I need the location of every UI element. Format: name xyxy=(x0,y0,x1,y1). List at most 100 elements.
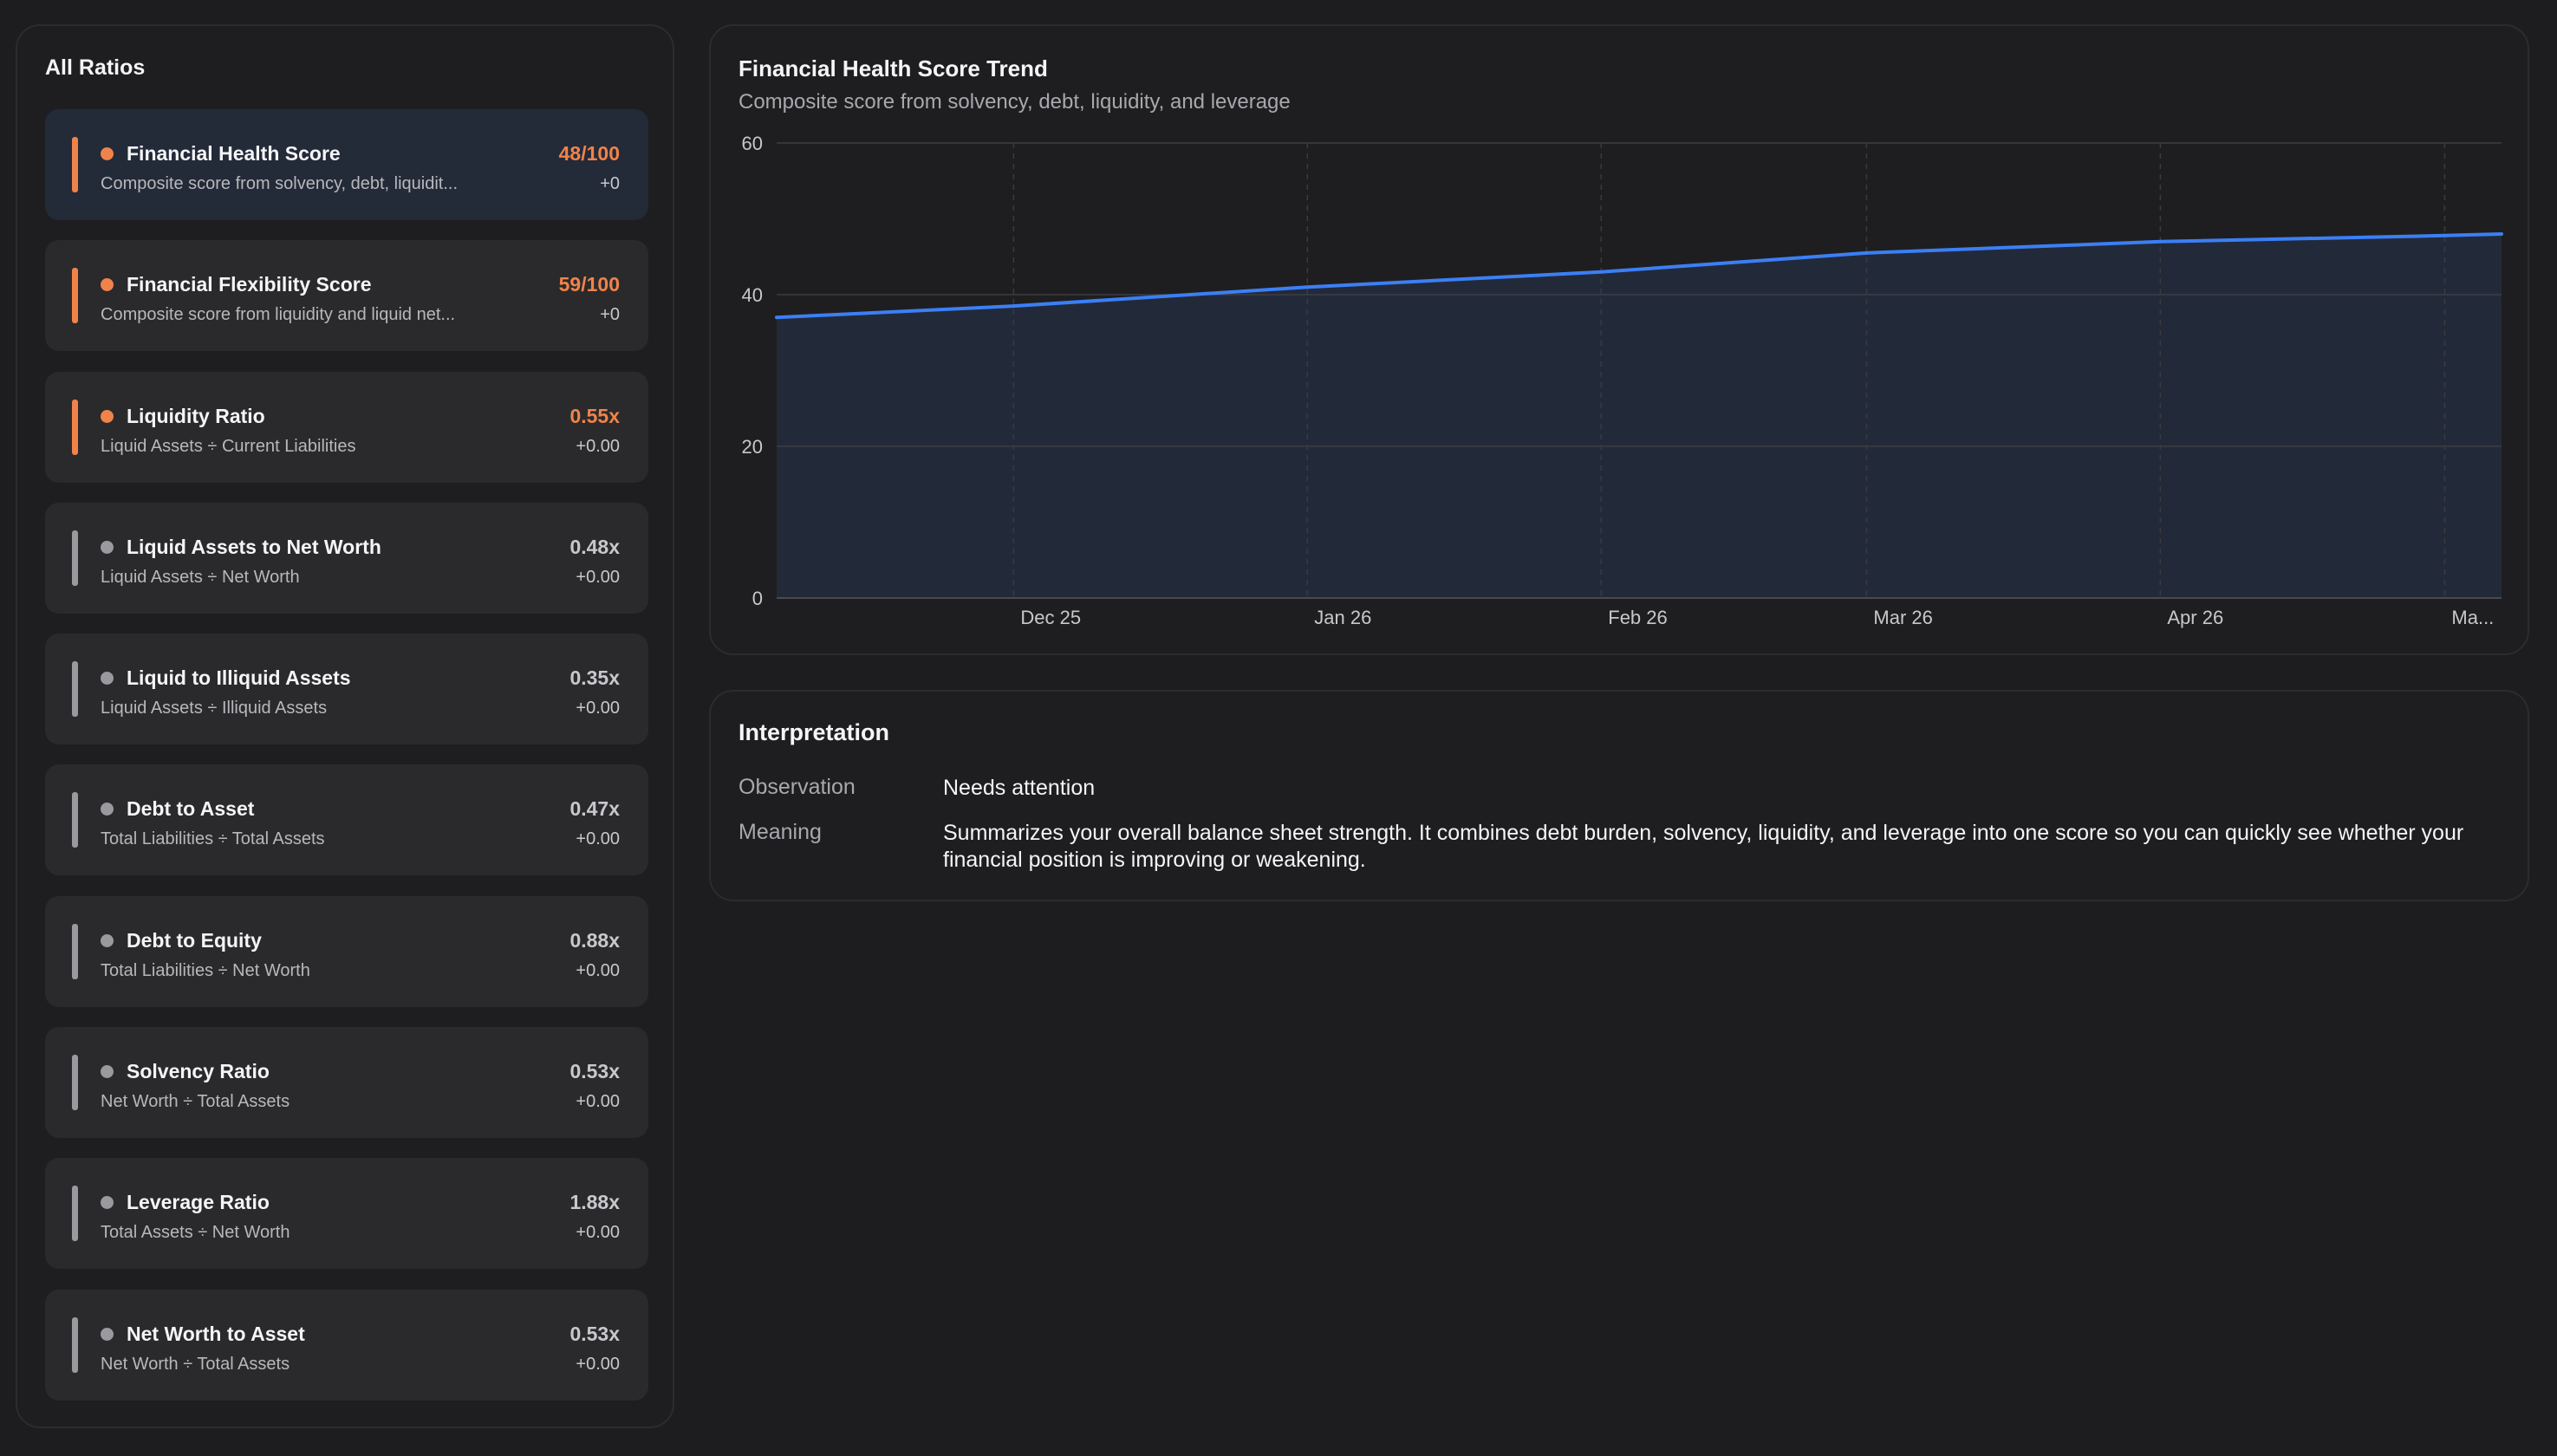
ratio-value: 0.88x xyxy=(569,928,620,952)
status-dot-icon xyxy=(101,147,114,160)
ratio-formula: Liquid Assets ÷ Illiquid Assets xyxy=(101,699,328,718)
y-tick-label: 40 xyxy=(742,284,763,306)
ratio-name: Debt to Equity xyxy=(127,928,262,952)
status-bar xyxy=(72,530,78,586)
ratio-formula: Total Assets ÷ Net Worth xyxy=(101,1223,290,1243)
ratio-name: Financial Health Score xyxy=(127,142,341,165)
ratios-panel-title: All Ratios xyxy=(45,55,146,80)
meaning-label: Meaning xyxy=(738,820,822,844)
series-area xyxy=(777,234,2502,598)
ratio-change: +0.00 xyxy=(576,1223,620,1243)
data-point xyxy=(1305,285,1310,289)
ratio-formula: Total Liabilities ÷ Net Worth xyxy=(101,960,310,980)
ratio-list: Financial Health Score Composite score fr… xyxy=(45,109,648,1420)
ratio-value: 0.53x xyxy=(569,1060,620,1083)
ratio-formula: Net Worth ÷ Total Assets xyxy=(101,1354,290,1374)
status-bar xyxy=(72,923,78,979)
observation-value: Needs attention xyxy=(943,776,1096,800)
ratio-change: +0.00 xyxy=(576,436,620,456)
ratio-formula: Total Liabilities ÷ Total Assets xyxy=(101,829,325,849)
chart-title: Financial Health Score Trend xyxy=(738,55,1048,81)
status-bar xyxy=(72,1186,78,1242)
status-bar xyxy=(72,399,78,455)
status-bar xyxy=(72,137,78,192)
status-bar xyxy=(72,792,78,848)
data-point xyxy=(2158,239,2163,244)
ratio-name: Liquid Assets to Net Worth xyxy=(127,535,381,558)
status-dot-icon xyxy=(101,672,114,686)
x-tick-label: Apr 26 xyxy=(2167,607,2223,628)
ratio-change: +0.00 xyxy=(576,567,620,587)
ratio-value: 0.47x xyxy=(569,797,620,821)
ratio-name: Solvency Ratio xyxy=(127,1060,270,1083)
x-tick-label: Dec 25 xyxy=(1020,607,1081,628)
status-dot-icon xyxy=(101,933,114,947)
ratio-change: +0.00 xyxy=(576,1092,620,1112)
ratio-value: 0.53x xyxy=(569,1322,620,1345)
status-bar xyxy=(72,661,78,718)
x-tick-label: Jan 26 xyxy=(1314,607,1371,628)
ratio-change: +0.00 xyxy=(576,960,620,980)
meaning-value: Summarizes your overall balance sheet st… xyxy=(943,821,2464,872)
y-tick-label: 20 xyxy=(742,436,763,458)
score-trend-chart: 0 20 40 60 Dec 25 Jan 26 Feb 26 Mar 26 Apr 26 Ma.… xyxy=(742,133,2503,628)
interpretation-panel: Interpretation Observation Needs attenti… xyxy=(709,690,2529,901)
ratio-card[interactable]: Liquid Assets to Net Worth Liquid Assets … xyxy=(45,502,648,614)
x-tick-label: Mar 26 xyxy=(1873,607,1932,628)
status-bar xyxy=(72,1316,78,1373)
ratio-formula: Liquid Assets ÷ Current Liabilities xyxy=(101,436,356,456)
ratio-formula: Liquid Assets ÷ Net Worth xyxy=(101,567,300,587)
ratio-card[interactable]: Net Worth to Asset Net Worth ÷ Total Asse… xyxy=(45,1289,648,1401)
x-tick-label: Ma... xyxy=(2451,607,2494,628)
data-point xyxy=(2443,233,2447,237)
ratio-change: +0.00 xyxy=(576,829,620,849)
data-point xyxy=(1012,304,1016,309)
ratio-value: 59/100 xyxy=(558,273,620,296)
series-line xyxy=(776,232,2502,320)
ratio-change: +0 xyxy=(600,174,620,193)
x-tick-label: Feb 26 xyxy=(1608,607,1668,628)
status-bar xyxy=(72,268,78,324)
ratio-name: Net Worth to Asset xyxy=(127,1322,305,1345)
observation-label: Observation xyxy=(738,775,856,799)
ratio-name: Debt to Asset xyxy=(127,797,255,821)
data-point xyxy=(1599,270,1604,274)
status-dot-icon xyxy=(101,278,114,292)
ratio-name: Liquidity Ratio xyxy=(127,404,265,427)
ratio-card[interactable]: Liquidity Ratio Liquid Assets ÷ Current L… xyxy=(45,371,648,483)
interpretation-title: Interpretation xyxy=(738,719,890,745)
status-dot-icon xyxy=(101,1196,114,1210)
chart-subtitle: Composite score from solvency, debt, liq… xyxy=(738,90,1291,114)
data-point xyxy=(2500,232,2503,236)
ratio-change: +0.00 xyxy=(576,699,620,718)
status-dot-icon xyxy=(101,803,114,816)
ratio-value: 0.48x xyxy=(569,535,620,558)
ratio-card[interactable]: Solvency Ratio Net Worth ÷ Total Assets 0.… xyxy=(45,1027,648,1139)
data-point xyxy=(1864,250,1869,255)
ratio-card[interactable]: Leverage Ratio Total Assets ÷ Net Worth 1.… xyxy=(45,1158,648,1270)
ratio-formula: Composite score from solvency, debt, liq… xyxy=(101,174,459,193)
ratios-panel: All Ratios Financial Health Score Composi… xyxy=(16,24,674,1428)
ratio-card[interactable]: Debt to Equity Total Liabilities ÷ Net Wo… xyxy=(45,895,648,1007)
ratio-card[interactable]: Financial Flexibility Score Composite sco… xyxy=(45,240,648,352)
ratio-formula: Composite score from liquidity and liqui… xyxy=(101,305,456,325)
y-tick-label: 60 xyxy=(742,133,763,154)
ratio-name: Liquid to Illiquid Assets xyxy=(127,666,351,690)
status-dot-icon xyxy=(101,409,114,423)
status-dot-icon xyxy=(101,1327,114,1341)
ratio-value: 1.88x xyxy=(569,1191,620,1214)
ratio-card[interactable]: Liquid to Illiquid Assets Liquid Assets ÷… xyxy=(45,634,648,745)
status-bar xyxy=(72,1055,78,1111)
ratio-change: +0.00 xyxy=(576,1354,620,1374)
ratio-name: Financial Flexibility Score xyxy=(127,273,372,296)
ratio-value: 0.35x xyxy=(569,666,620,690)
y-tick-label: 0 xyxy=(752,588,763,609)
ratio-formula: Net Worth ÷ Total Assets xyxy=(101,1092,290,1112)
ratio-card[interactable]: Debt to Asset Total Liabilities ÷ Total A… xyxy=(45,764,648,876)
status-dot-icon xyxy=(101,1065,114,1079)
ratio-change: +0 xyxy=(600,305,620,325)
ratio-value: 48/100 xyxy=(558,142,620,165)
ratio-card[interactable]: Financial Health Score Composite score fr… xyxy=(45,109,648,220)
ratio-value: 0.55x xyxy=(569,404,620,427)
chart-panel: Financial Health Score Trend Composite s… xyxy=(709,24,2529,655)
